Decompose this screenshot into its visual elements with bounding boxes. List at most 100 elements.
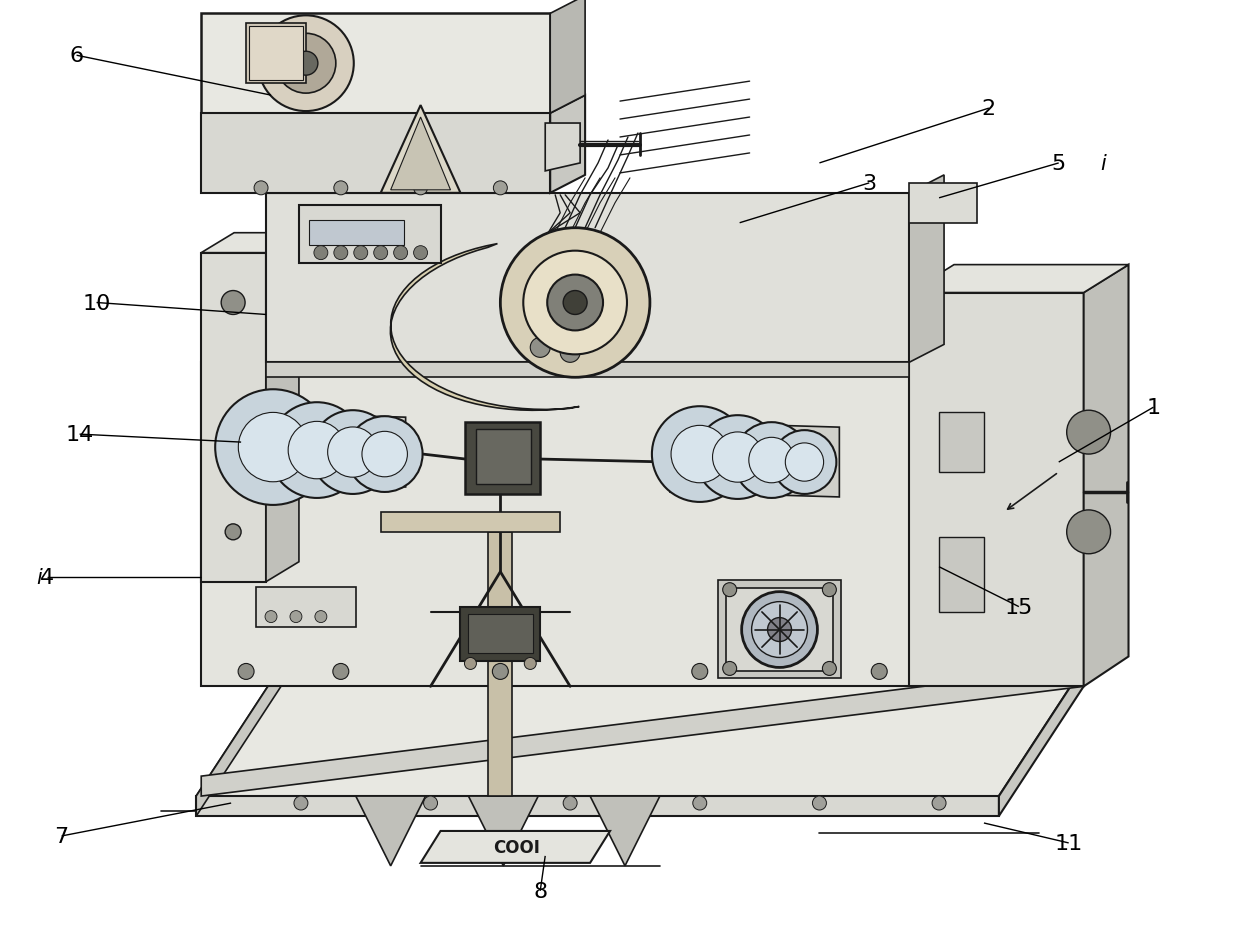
Text: 7: 7 [55, 826, 68, 846]
Bar [309, 221, 404, 246]
Text: i: i [1101, 154, 1106, 173]
Polygon shape [201, 363, 1084, 686]
Text: 4: 4 [40, 567, 53, 587]
Circle shape [822, 583, 836, 597]
Circle shape [560, 343, 580, 363]
Circle shape [501, 228, 650, 378]
Polygon shape [670, 423, 839, 497]
Circle shape [1066, 510, 1111, 554]
Polygon shape [465, 423, 541, 494]
Circle shape [414, 182, 428, 195]
Text: 3: 3 [862, 173, 877, 193]
Text: i: i [36, 567, 42, 587]
Circle shape [547, 275, 603, 331]
Text: 11: 11 [1054, 833, 1083, 853]
Circle shape [563, 796, 577, 810]
Circle shape [932, 796, 946, 810]
Polygon shape [909, 176, 944, 363]
Circle shape [373, 247, 388, 260]
Circle shape [334, 247, 347, 260]
Circle shape [294, 52, 317, 76]
Polygon shape [420, 831, 610, 863]
Polygon shape [299, 206, 440, 264]
Polygon shape [489, 532, 512, 796]
Circle shape [563, 291, 587, 315]
Circle shape [742, 592, 817, 667]
Circle shape [525, 658, 536, 669]
Bar [469, 614, 533, 654]
Circle shape [327, 427, 378, 478]
Circle shape [523, 251, 627, 355]
Circle shape [269, 403, 365, 499]
Circle shape [734, 423, 810, 499]
Polygon shape [196, 666, 1084, 796]
Text: 8: 8 [533, 881, 547, 901]
Circle shape [221, 291, 246, 315]
Circle shape [258, 16, 353, 112]
Circle shape [751, 602, 807, 658]
Text: 10: 10 [82, 293, 110, 313]
Circle shape [315, 611, 327, 623]
Polygon shape [381, 512, 560, 532]
Circle shape [314, 247, 327, 260]
Bar [249, 28, 303, 81]
Polygon shape [1084, 266, 1128, 686]
Polygon shape [196, 796, 999, 816]
Bar [476, 429, 531, 485]
Polygon shape [201, 14, 551, 114]
Circle shape [277, 34, 336, 94]
Circle shape [822, 662, 836, 676]
Circle shape [414, 247, 428, 260]
Text: 6: 6 [69, 47, 83, 66]
Polygon shape [551, 0, 585, 114]
Circle shape [812, 796, 826, 810]
Text: 2: 2 [982, 99, 996, 119]
Polygon shape [909, 266, 1128, 293]
Polygon shape [391, 245, 579, 411]
Bar [460, 607, 541, 662]
Circle shape [768, 618, 791, 642]
Polygon shape [551, 96, 585, 193]
Circle shape [290, 611, 301, 623]
Circle shape [238, 413, 308, 483]
Circle shape [671, 426, 728, 484]
Circle shape [773, 430, 836, 494]
Polygon shape [909, 184, 977, 224]
Polygon shape [201, 253, 267, 582]
Circle shape [362, 432, 408, 477]
Bar [725, 588, 833, 672]
Circle shape [334, 182, 347, 195]
Polygon shape [909, 293, 1084, 686]
Polygon shape [196, 666, 281, 816]
Circle shape [531, 338, 551, 358]
Polygon shape [267, 193, 909, 363]
Polygon shape [469, 796, 538, 866]
Polygon shape [356, 796, 425, 866]
Polygon shape [719, 582, 839, 677]
Bar [718, 580, 842, 679]
Circle shape [713, 432, 763, 483]
Circle shape [424, 796, 438, 810]
Circle shape [226, 525, 241, 540]
Bar [939, 537, 983, 612]
Text: COOI: COOI [492, 838, 539, 856]
Bar [939, 413, 983, 472]
Polygon shape [546, 124, 580, 171]
Text: 1: 1 [1146, 398, 1161, 418]
Circle shape [347, 417, 423, 492]
Circle shape [696, 416, 780, 500]
Circle shape [254, 182, 268, 195]
Text: 5: 5 [1052, 154, 1066, 173]
Text: 14: 14 [66, 425, 94, 445]
Bar [246, 25, 306, 84]
Polygon shape [229, 413, 405, 487]
Circle shape [393, 247, 408, 260]
Polygon shape [201, 114, 551, 193]
Polygon shape [381, 106, 460, 193]
Circle shape [652, 407, 748, 503]
Polygon shape [201, 666, 1084, 796]
Circle shape [311, 410, 394, 494]
Circle shape [494, 182, 507, 195]
Circle shape [723, 583, 737, 597]
Circle shape [785, 444, 823, 482]
